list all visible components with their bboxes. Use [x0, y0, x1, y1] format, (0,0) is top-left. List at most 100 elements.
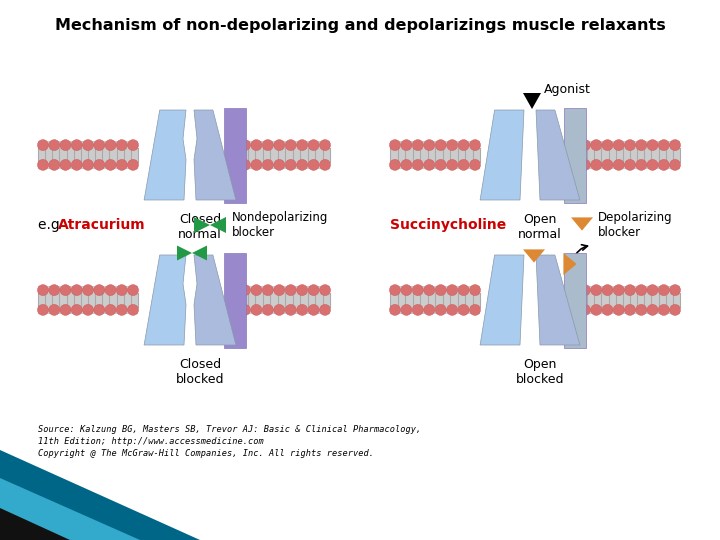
Circle shape [285, 305, 296, 315]
Circle shape [624, 285, 636, 295]
Circle shape [624, 140, 636, 151]
Circle shape [580, 305, 590, 315]
Circle shape [458, 305, 469, 315]
Circle shape [274, 140, 285, 151]
Circle shape [390, 140, 400, 151]
Text: Atracurium: Atracurium [58, 218, 145, 232]
Circle shape [37, 140, 48, 151]
Circle shape [297, 159, 307, 171]
Polygon shape [480, 110, 524, 200]
Polygon shape [210, 217, 226, 233]
Bar [224, 107, 246, 202]
Circle shape [60, 285, 71, 295]
Circle shape [262, 140, 274, 151]
Circle shape [127, 140, 138, 151]
Text: e.g: e.g [38, 218, 64, 232]
Circle shape [83, 159, 94, 171]
Circle shape [127, 305, 138, 315]
Circle shape [613, 140, 624, 151]
Bar [240, 141, 330, 168]
Circle shape [636, 159, 647, 171]
Polygon shape [144, 255, 186, 345]
Circle shape [71, 305, 82, 315]
Text: Mechanism of non-depolarizing and depolarizings muscle relaxants: Mechanism of non-depolarizing and depola… [55, 18, 665, 33]
Circle shape [37, 285, 48, 295]
Circle shape [458, 140, 469, 151]
Circle shape [240, 159, 251, 171]
Circle shape [613, 305, 624, 315]
Circle shape [37, 159, 48, 171]
Circle shape [390, 159, 400, 171]
Circle shape [94, 305, 105, 315]
Text: 11th Edition; http://www.accessmedicine.com: 11th Edition; http://www.accessmedicine.… [38, 437, 264, 446]
Circle shape [60, 159, 71, 171]
Polygon shape [0, 508, 70, 540]
Polygon shape [523, 249, 545, 262]
Bar [390, 286, 480, 314]
Circle shape [390, 285, 400, 295]
Circle shape [580, 159, 590, 171]
Circle shape [49, 285, 60, 295]
Text: Nondepolarizing
blocker: Nondepolarizing blocker [232, 211, 328, 239]
Circle shape [320, 305, 330, 315]
Text: Closed
blocked: Closed blocked [176, 358, 224, 386]
Circle shape [658, 285, 670, 295]
Circle shape [658, 159, 670, 171]
Circle shape [105, 140, 116, 151]
Circle shape [636, 285, 647, 295]
Circle shape [647, 140, 658, 151]
Circle shape [105, 285, 116, 295]
Polygon shape [480, 255, 524, 345]
Circle shape [262, 159, 274, 171]
Circle shape [274, 159, 285, 171]
Circle shape [590, 285, 602, 295]
Text: Closed
normal: Closed normal [178, 213, 222, 241]
Circle shape [262, 285, 274, 295]
Circle shape [602, 285, 613, 295]
Circle shape [127, 159, 138, 171]
Circle shape [602, 159, 613, 171]
Text: Copyright @ The McGraw-Hill Companies, Inc. All rights reserved.: Copyright @ The McGraw-Hill Companies, I… [38, 449, 374, 458]
Circle shape [413, 285, 423, 295]
Polygon shape [0, 450, 200, 540]
Circle shape [658, 305, 670, 315]
Polygon shape [177, 246, 192, 260]
Circle shape [320, 285, 330, 295]
Circle shape [458, 159, 469, 171]
Circle shape [71, 159, 82, 171]
Circle shape [647, 285, 658, 295]
Circle shape [413, 140, 423, 151]
Polygon shape [571, 218, 593, 231]
Circle shape [308, 285, 319, 295]
Circle shape [240, 285, 251, 295]
Circle shape [49, 140, 60, 151]
Circle shape [297, 305, 307, 315]
Circle shape [71, 285, 82, 295]
Text: Depolarizing
blocker: Depolarizing blocker [598, 211, 672, 239]
Circle shape [424, 285, 435, 295]
Circle shape [580, 285, 590, 295]
Bar [240, 286, 330, 314]
Circle shape [285, 140, 296, 151]
Circle shape [320, 159, 330, 171]
Circle shape [590, 159, 602, 171]
Text: Source: Kalzung BG, Masters SB, Trevor AJ: Basic & Clinical Pharmacology,: Source: Kalzung BG, Masters SB, Trevor A… [38, 425, 421, 434]
Circle shape [658, 140, 670, 151]
Circle shape [469, 140, 480, 151]
Circle shape [469, 159, 480, 171]
Circle shape [670, 285, 680, 295]
Circle shape [240, 305, 251, 315]
Circle shape [71, 140, 82, 151]
Circle shape [435, 305, 446, 315]
Bar [564, 253, 586, 348]
Circle shape [469, 285, 480, 295]
Circle shape [413, 159, 423, 171]
Circle shape [670, 305, 680, 315]
Circle shape [37, 305, 48, 315]
Polygon shape [523, 93, 541, 109]
Circle shape [435, 140, 446, 151]
Circle shape [401, 305, 412, 315]
Circle shape [240, 140, 251, 151]
Polygon shape [0, 478, 140, 540]
Circle shape [285, 159, 296, 171]
